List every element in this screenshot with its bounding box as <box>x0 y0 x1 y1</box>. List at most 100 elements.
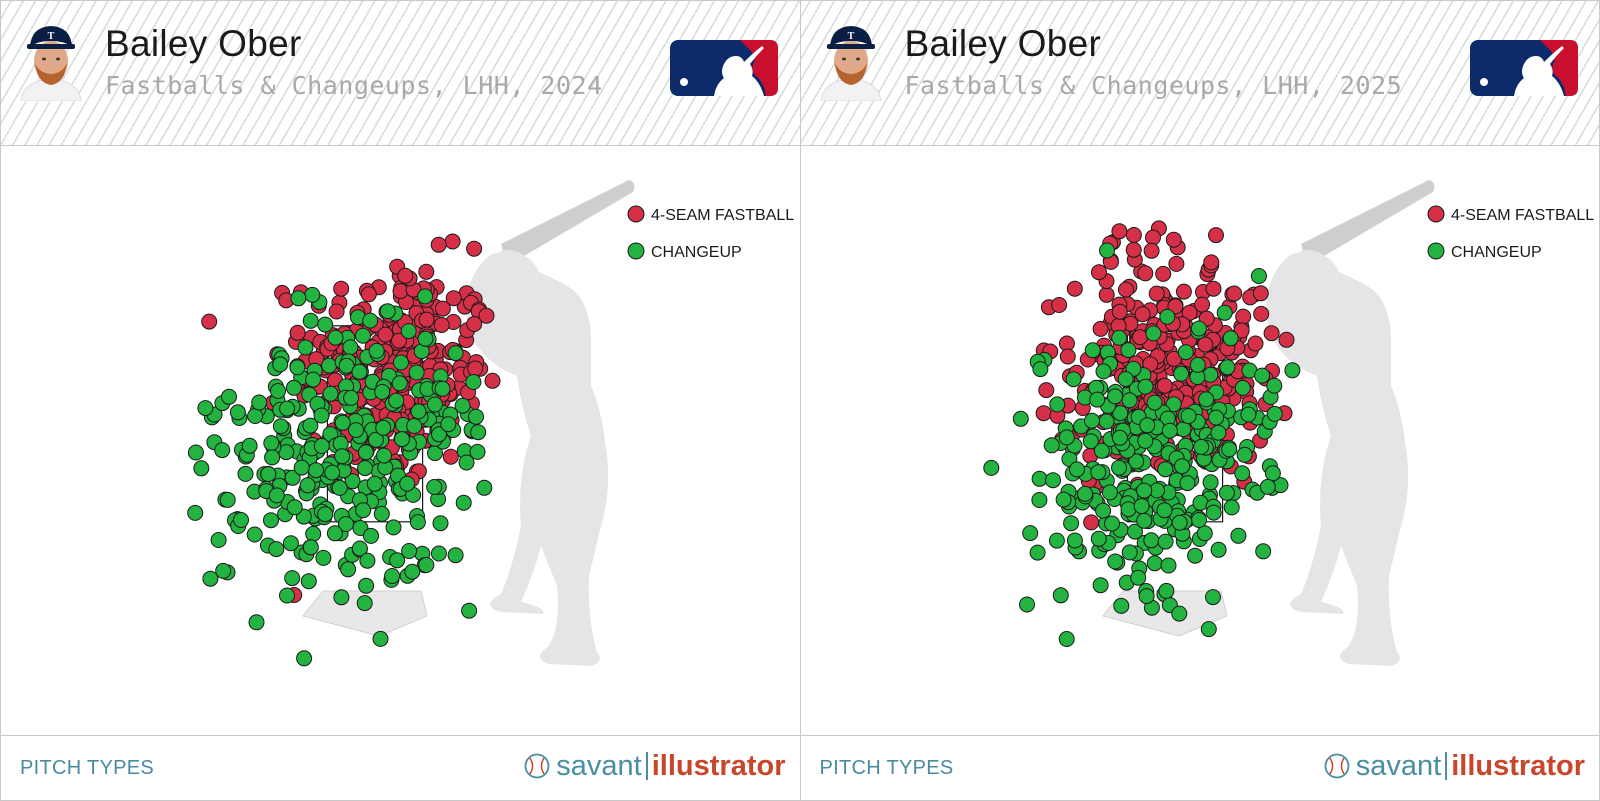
pitch-point <box>1077 486 1092 501</box>
pitch-point <box>1255 544 1270 559</box>
pitch-point <box>1122 545 1137 560</box>
pitch-point <box>335 415 350 430</box>
pitch-point <box>322 358 337 373</box>
chart-subtitle: Fastballs & Changeups, LHH, 2024 <box>105 71 603 100</box>
pitch-point <box>269 542 284 557</box>
mlb-logo-icon <box>670 40 778 96</box>
pitch-point <box>1179 476 1194 491</box>
pitch-point <box>410 515 425 530</box>
pitch-point <box>467 317 482 332</box>
pitch-point <box>341 562 356 577</box>
pitch-point <box>1118 282 1133 297</box>
legend-swatch <box>628 243 644 259</box>
pitch-point <box>390 553 405 568</box>
pitch-point <box>290 360 305 375</box>
pitch-point <box>1254 368 1269 383</box>
pitch-point <box>318 317 333 332</box>
pitch-point <box>249 615 264 630</box>
pitch-point <box>1099 243 1114 258</box>
pitch-point <box>401 324 416 339</box>
panel-header: T Bailey Ober Fastballs & Changeups, LHH… <box>1 1 800 146</box>
pitch-point <box>1126 228 1141 243</box>
pitch-point <box>462 603 477 618</box>
pitch-point <box>1038 383 1053 398</box>
pitch-point <box>400 476 415 491</box>
pitch-point <box>469 409 484 424</box>
pitch-point <box>443 449 458 464</box>
brand-illustrator: illustrator <box>1451 750 1585 783</box>
player-headshot-icon: T <box>813 19 889 101</box>
pitch-point <box>1161 558 1176 573</box>
pitch-point <box>376 420 391 435</box>
pitch-point <box>1136 483 1151 498</box>
pitch-point <box>359 578 374 593</box>
pitch-point <box>1111 460 1126 475</box>
pitch-point <box>265 450 280 465</box>
pitch-point <box>327 526 342 541</box>
batter-silhouette-icon <box>1266 180 1434 666</box>
footer-label: PITCH TYPES <box>820 757 954 780</box>
pitch-point <box>1121 502 1136 517</box>
panel-2025: T Bailey Ober Fastballs & Changeups, LHH… <box>801 0 1600 801</box>
pitch-point <box>1134 499 1149 514</box>
pitch-point <box>314 439 329 454</box>
pitch-point <box>1264 326 1279 341</box>
pitch-point <box>1036 406 1051 421</box>
pitch-point <box>1208 410 1223 425</box>
panel-footer: PITCH TYPES savant illustrator <box>801 735 1600 800</box>
pitch-point <box>419 264 434 279</box>
pitch-point <box>1155 266 1170 281</box>
pitch-point <box>220 492 235 507</box>
pitch-point <box>248 409 263 424</box>
legend-label: CHANGEUP <box>651 244 742 261</box>
pitch-point <box>1235 309 1250 324</box>
pitch-point <box>1226 286 1241 301</box>
pitch-point <box>273 357 288 372</box>
pitch-point <box>418 331 433 346</box>
pitch-point <box>1089 392 1104 407</box>
pitch-point <box>433 516 448 531</box>
pitch-point <box>300 478 315 493</box>
pitch-point <box>1132 330 1147 345</box>
pitch-point <box>380 304 395 319</box>
pitch-point <box>309 463 324 478</box>
pitch-point <box>1112 430 1127 445</box>
pitch-point <box>1284 363 1299 378</box>
pitch-point <box>466 375 481 390</box>
pitch-point <box>1219 360 1234 375</box>
pitch-point <box>1059 632 1074 647</box>
pitch-point <box>1266 378 1281 393</box>
svg-text:T: T <box>48 31 55 42</box>
savant-illustrator-brand: savant illustrator <box>524 748 785 784</box>
pitch-point <box>373 631 388 646</box>
pitch-point <box>477 480 492 495</box>
footer-label: PITCH TYPES <box>20 757 154 780</box>
pitch-point <box>1190 357 1205 372</box>
pitch-point <box>1147 395 1162 410</box>
pitch-point <box>1198 392 1213 407</box>
pitch-point <box>1159 309 1174 324</box>
legend-swatch <box>1428 243 1444 259</box>
pitch-point <box>1090 465 1105 480</box>
pitch-point <box>1031 493 1046 508</box>
pitch-point <box>1112 304 1127 319</box>
pitch-point <box>419 312 434 327</box>
pitch-point <box>369 343 384 358</box>
pitch-point <box>306 372 321 387</box>
pitch-point <box>395 432 410 447</box>
pitch-point <box>344 390 359 405</box>
pitch-point <box>471 425 486 440</box>
pitch-point <box>242 438 257 453</box>
pitch-point <box>1145 230 1160 245</box>
panel-header: T Bailey Ober Fastballs & Changeups, LHH… <box>801 1 1600 146</box>
pitch-point <box>202 314 217 329</box>
pitch-point <box>398 268 413 283</box>
pitch-point <box>1093 578 1108 593</box>
pitch-point <box>1202 367 1217 382</box>
pitch-point <box>334 281 349 296</box>
pitch-point <box>1053 588 1068 603</box>
pitch-point <box>1126 242 1141 257</box>
pitch-point <box>1091 265 1106 280</box>
pitch-point <box>1197 337 1212 352</box>
